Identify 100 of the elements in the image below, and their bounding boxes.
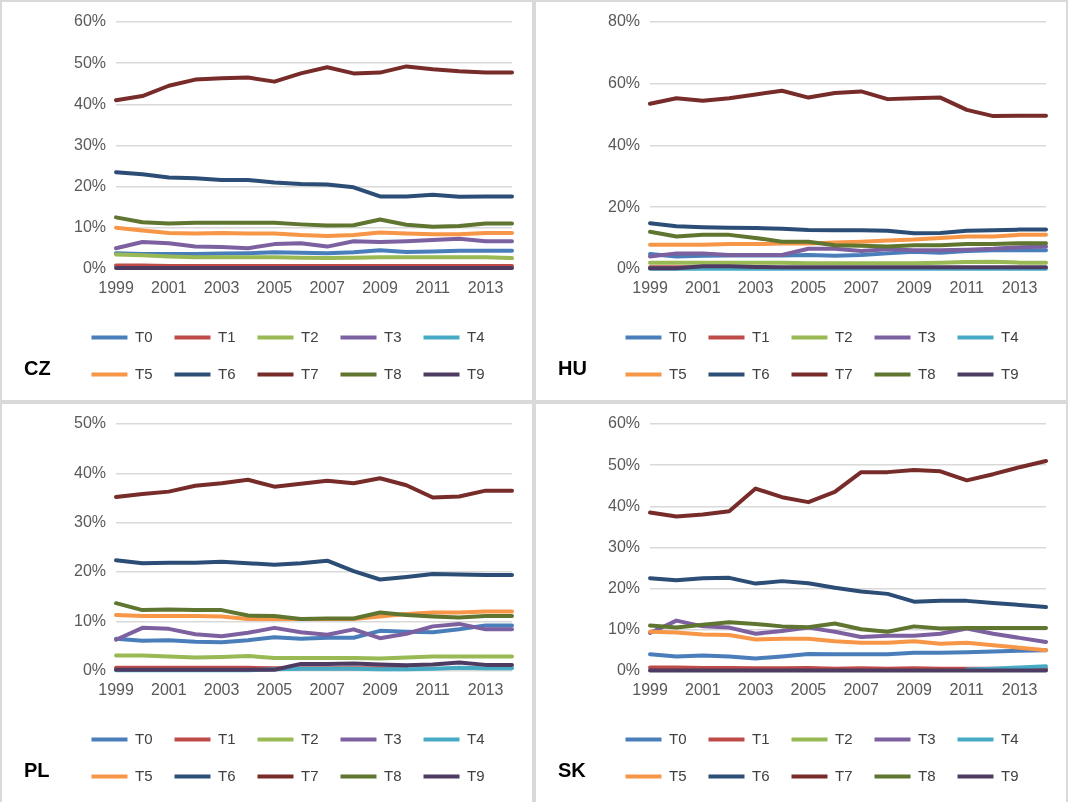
x-tick-label: 1999 bbox=[98, 278, 134, 296]
legend-label: T9 bbox=[1001, 364, 1019, 382]
x-tick-label: 2005 bbox=[256, 680, 293, 698]
text: SK bbox=[558, 759, 586, 782]
legend-label: T6 bbox=[751, 766, 770, 784]
legend-label: T0 bbox=[134, 729, 153, 747]
x-tick-label: 2007 bbox=[309, 680, 346, 698]
y-tick-label: 30% bbox=[73, 513, 107, 531]
y-tick-label: 30% bbox=[607, 537, 641, 555]
legend-label: T7 bbox=[301, 766, 319, 784]
y-tick-label: 40% bbox=[607, 135, 641, 153]
legend-label: T3 bbox=[384, 327, 402, 345]
x-tick-label: 1999 bbox=[632, 680, 668, 698]
legend-label: T4 bbox=[467, 729, 485, 747]
legend-label: T9 bbox=[467, 766, 485, 784]
legend-label: T8 bbox=[918, 364, 936, 382]
x-tick-label: 2005 bbox=[790, 278, 827, 296]
x-tick-label: 2011 bbox=[415, 680, 451, 698]
legend-label: T4 bbox=[1001, 729, 1019, 747]
y-tick-label: 10% bbox=[607, 620, 641, 638]
legend-label: T8 bbox=[918, 766, 936, 784]
legend-label: T2 bbox=[835, 729, 853, 747]
x-tick-label: 2003 bbox=[203, 680, 240, 698]
legend-label: T5 bbox=[134, 766, 153, 784]
legend-label: T1 bbox=[217, 327, 236, 345]
legend-label: T2 bbox=[301, 729, 319, 747]
x-tick-label: 2011 bbox=[415, 278, 451, 296]
legend-label: T3 bbox=[384, 729, 402, 747]
x-tick-label: 2001 bbox=[685, 680, 721, 698]
y-tick-label: 0% bbox=[616, 259, 641, 277]
legend-label: T7 bbox=[301, 364, 319, 382]
x-tick-label: 2001 bbox=[685, 278, 721, 296]
y-tick-label: 40% bbox=[73, 94, 107, 112]
y-tick-label: 60% bbox=[607, 414, 641, 432]
y-tick-label: 10% bbox=[73, 218, 107, 236]
legend-label: T0 bbox=[668, 327, 687, 345]
x-tick-label: 2009 bbox=[896, 278, 932, 296]
legend-label: T1 bbox=[217, 729, 236, 747]
y-tick-label: 80% bbox=[607, 12, 641, 30]
y-tick-label: 50% bbox=[73, 53, 107, 71]
legend-label: T6 bbox=[751, 364, 770, 382]
legend-label: T9 bbox=[1001, 766, 1019, 784]
y-tick-label: 60% bbox=[607, 74, 641, 92]
legend-label: T2 bbox=[835, 327, 853, 345]
x-tick-label: 2003 bbox=[737, 278, 774, 296]
y-tick-label: 20% bbox=[607, 578, 641, 596]
legend-label: T0 bbox=[134, 327, 153, 345]
x-tick-label: 2001 bbox=[151, 278, 187, 296]
y-tick-label: 20% bbox=[607, 197, 641, 215]
x-tick-label: 2011 bbox=[949, 278, 985, 296]
x-tick-label: 2003 bbox=[203, 278, 240, 296]
legend-label: T3 bbox=[918, 729, 936, 747]
legend-label: T0 bbox=[668, 729, 687, 747]
y-tick-label: 50% bbox=[607, 455, 641, 473]
y-tick-label: 60% bbox=[73, 12, 107, 30]
y-tick-label: 20% bbox=[73, 176, 107, 194]
legend-label: T5 bbox=[668, 364, 687, 382]
legend-label: T1 bbox=[751, 729, 770, 747]
y-tick-label: 40% bbox=[607, 496, 641, 514]
x-tick-label: 2001 bbox=[151, 680, 187, 698]
x-tick-label: 2007 bbox=[843, 278, 880, 296]
x-tick-label: 2013 bbox=[467, 278, 504, 296]
legend-label: T3 bbox=[918, 327, 936, 345]
x-tick-label: 2013 bbox=[1001, 278, 1038, 296]
x-tick-label: 2005 bbox=[256, 278, 293, 296]
y-tick-label: 20% bbox=[73, 562, 107, 580]
x-tick-label: 1999 bbox=[632, 278, 668, 296]
legend-label: T6 bbox=[217, 766, 236, 784]
text: CZ bbox=[24, 357, 51, 380]
legend-label: T2 bbox=[301, 327, 319, 345]
x-tick-label: 2013 bbox=[467, 680, 504, 698]
legend-label: T5 bbox=[134, 364, 153, 382]
x-tick-label: 2009 bbox=[362, 278, 398, 296]
y-tick-label: 30% bbox=[73, 135, 107, 153]
y-tick-label: 0% bbox=[82, 259, 107, 277]
legend-label: T9 bbox=[467, 364, 485, 382]
y-tick-label: 10% bbox=[73, 611, 107, 629]
x-tick-label: 2005 bbox=[790, 680, 827, 698]
legend-label: T1 bbox=[751, 327, 770, 345]
x-tick-label: 2003 bbox=[737, 680, 774, 698]
y-tick-label: 50% bbox=[73, 414, 107, 432]
legend-label: T5 bbox=[668, 766, 687, 784]
x-tick-label: 2013 bbox=[1001, 680, 1038, 698]
x-tick-label: 2007 bbox=[843, 680, 880, 698]
x-tick-label: 1999 bbox=[98, 680, 134, 698]
legend-label: T7 bbox=[835, 766, 853, 784]
legend-label: T6 bbox=[217, 364, 236, 382]
x-tick-label: 2009 bbox=[896, 680, 932, 698]
x-tick-label: 2011 bbox=[949, 680, 985, 698]
legend-label: T4 bbox=[1001, 327, 1019, 345]
y-tick-label: 0% bbox=[616, 661, 641, 679]
text: HU bbox=[558, 357, 587, 380]
x-tick-label: 2007 bbox=[309, 278, 346, 296]
legend-label: T8 bbox=[384, 364, 402, 382]
legend-label: T7 bbox=[835, 364, 853, 382]
y-tick-label: 0% bbox=[82, 661, 107, 679]
legend-label: T8 bbox=[384, 766, 402, 784]
x-tick-label: 2009 bbox=[362, 680, 398, 698]
text: PL bbox=[24, 759, 50, 782]
legend-label: T4 bbox=[467, 327, 485, 345]
